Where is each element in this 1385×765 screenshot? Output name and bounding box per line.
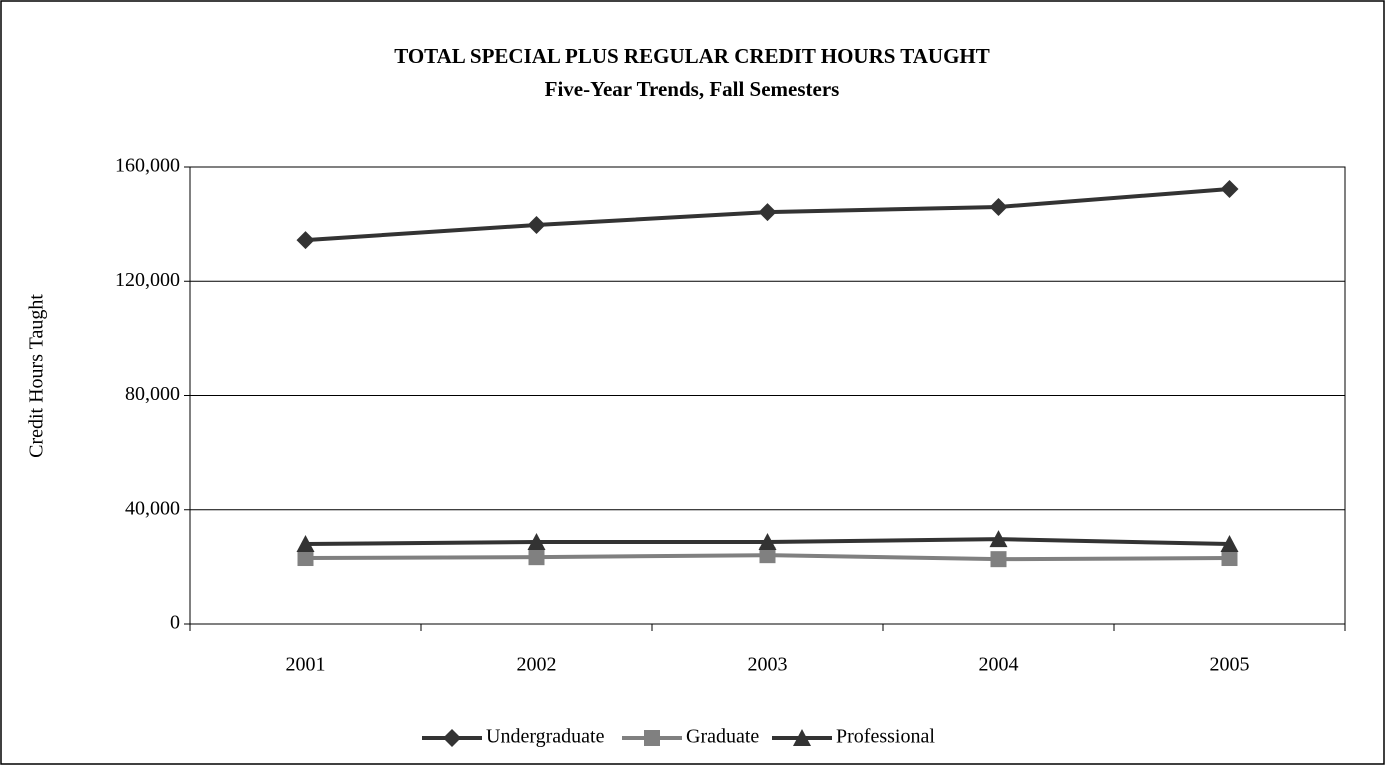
x-tick-label: 2001 xyxy=(286,654,326,676)
y-tick-label: 120,000 xyxy=(115,269,180,291)
x-tick-label: 2002 xyxy=(517,654,557,676)
x-tick-label: 2004 xyxy=(979,654,1019,676)
marker xyxy=(296,231,315,250)
y-axis-label: Credit Hours Taught xyxy=(26,294,48,458)
marker xyxy=(1220,535,1239,553)
legend-label: Graduate xyxy=(686,726,759,748)
marker xyxy=(644,730,660,746)
y-tick-label: 80,000 xyxy=(125,383,180,405)
y-tick-label: 0 xyxy=(170,612,180,634)
marker xyxy=(527,533,546,551)
legend-label: Professional xyxy=(836,726,935,748)
x-tick-label: 2005 xyxy=(1210,654,1250,676)
marker xyxy=(793,729,811,746)
marker xyxy=(989,197,1008,216)
marker xyxy=(528,549,545,566)
marker xyxy=(297,550,314,567)
marker xyxy=(1221,550,1238,567)
marker xyxy=(759,547,776,564)
marker xyxy=(1220,179,1239,198)
marker xyxy=(990,551,1007,568)
marker xyxy=(758,533,777,551)
legend-label: Undergraduate xyxy=(486,726,605,748)
x-tick-label: 2003 xyxy=(748,654,788,676)
marker xyxy=(989,530,1008,548)
y-tick-label: 40,000 xyxy=(125,497,180,519)
chart-subtitle: Five-Year Trends, Fall Semesters xyxy=(545,77,840,101)
y-tick-label: 160,000 xyxy=(115,155,180,177)
marker xyxy=(296,535,315,553)
marker xyxy=(443,729,461,747)
marker xyxy=(758,203,777,222)
chart-title: TOTAL SPECIAL PLUS REGULAR CREDIT HOURS … xyxy=(394,44,990,68)
marker xyxy=(527,215,546,234)
